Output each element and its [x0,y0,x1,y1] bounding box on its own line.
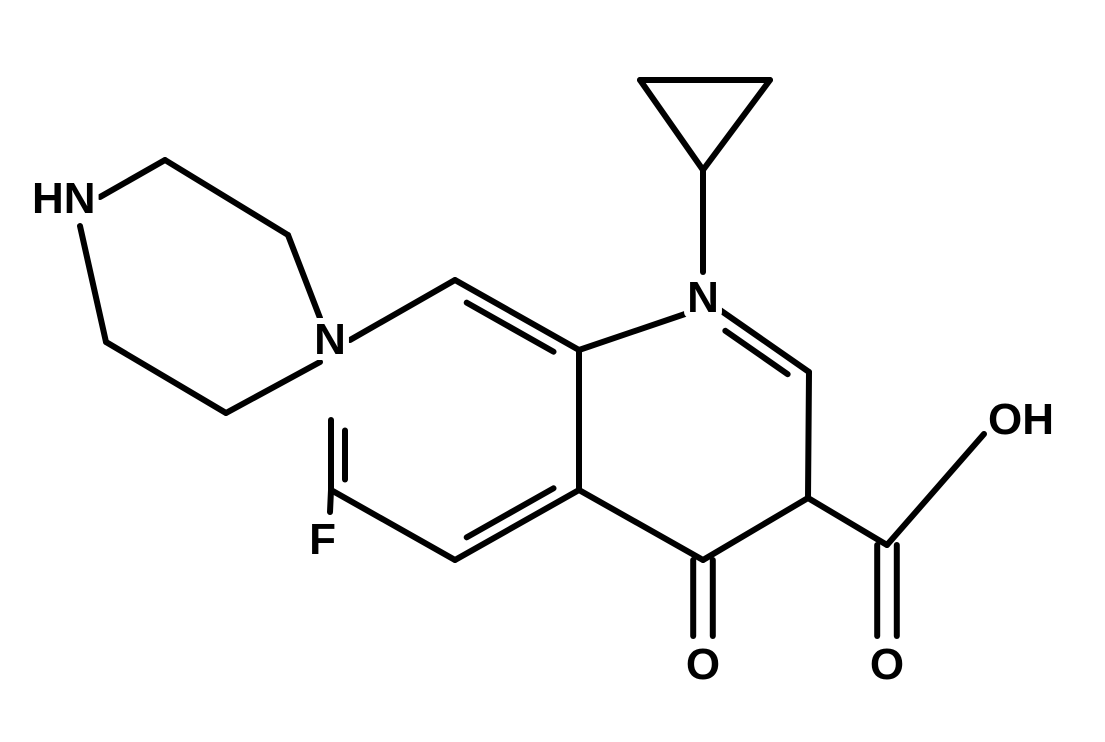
bond [579,314,685,350]
bond [350,280,455,340]
bond [808,372,809,498]
bond [106,342,226,413]
bond [100,160,165,197]
bond [80,226,106,342]
bond [455,280,579,350]
atom-label-F: F [309,515,336,564]
chemical-structure-diagram: HN N F N O O OH [0,0,1105,742]
bond [703,80,770,170]
bond [720,310,809,372]
bond [331,490,455,560]
bond [808,498,887,545]
atom-label-N_quin: N [687,273,719,322]
bonds-layer [80,80,984,636]
bond [703,498,808,560]
bond [640,80,703,170]
atom-label-O_acid_OH: OH [988,395,1054,444]
atom-label-O_acid_dbl: O [870,640,904,689]
bond [579,490,703,560]
bond [887,434,984,545]
bond [226,362,320,413]
bond [330,490,331,512]
atoms-layer: HN N F N O O OH [32,174,1054,689]
bond [165,160,288,235]
bond [455,490,579,560]
atom-label-N_pip_top: HN [32,174,96,223]
atom-label-O_ketone: O [686,640,720,689]
atom-label-N_pip_bottom: N [314,315,346,364]
bond [288,235,320,318]
